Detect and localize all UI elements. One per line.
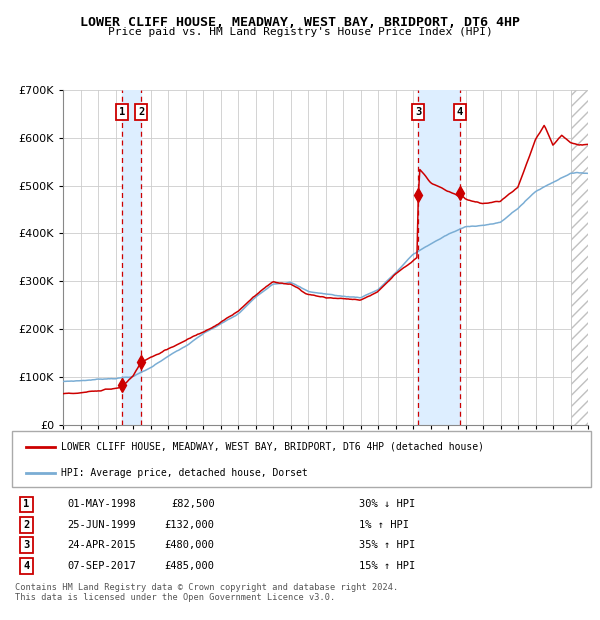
Text: 07-SEP-2017: 07-SEP-2017 [67, 561, 136, 571]
Text: 30% ↓ HPI: 30% ↓ HPI [359, 500, 416, 510]
Text: £132,000: £132,000 [164, 520, 215, 529]
Text: £82,500: £82,500 [171, 500, 215, 510]
Text: Contains HM Land Registry data © Crown copyright and database right 2024.: Contains HM Land Registry data © Crown c… [15, 583, 398, 592]
Text: Price paid vs. HM Land Registry's House Price Index (HPI): Price paid vs. HM Land Registry's House … [107, 27, 493, 37]
Text: HPI: Average price, detached house, Dorset: HPI: Average price, detached house, Dors… [61, 467, 308, 478]
Text: 15% ↑ HPI: 15% ↑ HPI [359, 561, 416, 571]
Text: 24-APR-2015: 24-APR-2015 [67, 540, 136, 550]
Text: 2: 2 [138, 107, 145, 117]
Text: 01-MAY-1998: 01-MAY-1998 [67, 500, 136, 510]
Text: LOWER CLIFF HOUSE, MEADWAY, WEST BAY, BRIDPORT, DT6 4HP (detached house): LOWER CLIFF HOUSE, MEADWAY, WEST BAY, BR… [61, 441, 484, 451]
Text: LOWER CLIFF HOUSE, MEADWAY, WEST BAY, BRIDPORT, DT6 4HP: LOWER CLIFF HOUSE, MEADWAY, WEST BAY, BR… [80, 16, 520, 29]
Text: 25-JUN-1999: 25-JUN-1999 [67, 520, 136, 529]
Text: £480,000: £480,000 [164, 540, 215, 550]
Text: This data is licensed under the Open Government Licence v3.0.: This data is licensed under the Open Gov… [15, 593, 335, 603]
Bar [122, 90, 142, 425]
Text: 1% ↑ HPI: 1% ↑ HPI [359, 520, 409, 529]
Text: 3: 3 [415, 107, 422, 117]
Bar [418, 90, 460, 425]
Text: 4: 4 [457, 107, 463, 117]
Text: 4: 4 [23, 561, 29, 571]
Text: 3: 3 [23, 540, 29, 550]
Text: 35% ↑ HPI: 35% ↑ HPI [359, 540, 416, 550]
Text: 2: 2 [23, 520, 29, 529]
Text: 1: 1 [119, 107, 125, 117]
Text: 1: 1 [23, 500, 29, 510]
Text: £485,000: £485,000 [164, 561, 215, 571]
